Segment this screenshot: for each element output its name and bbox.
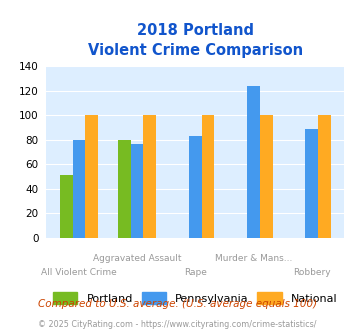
Text: Rape: Rape xyxy=(184,268,207,277)
Bar xyxy=(60,175,72,238)
Bar xyxy=(72,140,85,238)
Bar xyxy=(247,85,260,238)
Legend: Portland, Pennsylvania, National: Portland, Pennsylvania, National xyxy=(49,288,342,309)
Bar xyxy=(118,140,131,238)
Text: Aggravated Assault: Aggravated Assault xyxy=(93,254,181,263)
Bar xyxy=(305,128,318,238)
Bar xyxy=(189,136,202,238)
Title: 2018 Portland
Violent Crime Comparison: 2018 Portland Violent Crime Comparison xyxy=(88,23,303,58)
Bar xyxy=(131,145,143,238)
Text: All Violent Crime: All Violent Crime xyxy=(41,268,117,277)
Bar xyxy=(318,115,331,238)
Bar xyxy=(260,115,273,238)
Bar xyxy=(85,115,98,238)
Text: Compared to U.S. average. (U.S. average equals 100): Compared to U.S. average. (U.S. average … xyxy=(38,299,317,309)
Text: Murder & Mans...: Murder & Mans... xyxy=(215,254,292,263)
Bar xyxy=(202,115,214,238)
Text: Robbery: Robbery xyxy=(293,268,331,277)
Bar xyxy=(143,115,156,238)
Text: © 2025 CityRating.com - https://www.cityrating.com/crime-statistics/: © 2025 CityRating.com - https://www.city… xyxy=(38,320,317,329)
